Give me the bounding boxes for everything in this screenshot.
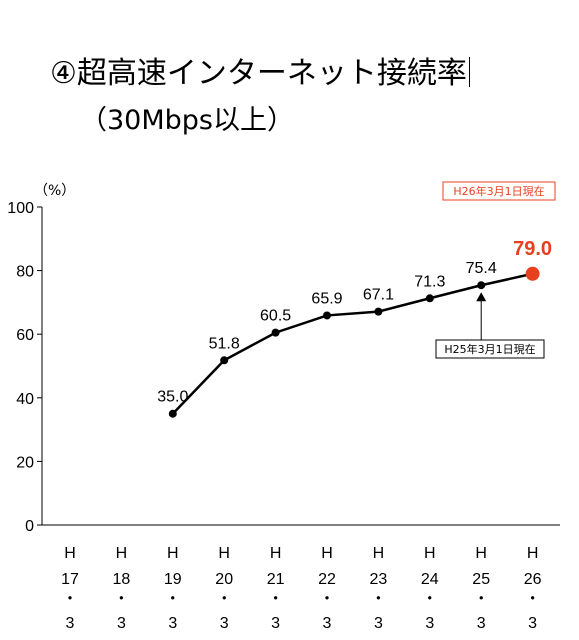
data-label: 79.0 <box>513 238 552 260</box>
x-tick-label-month: 3 <box>528 615 537 632</box>
data-label: 65.9 <box>311 290 342 307</box>
x-tick-label-era: H <box>321 545 333 562</box>
plot-area: 0 20 40 60 80 100 H 17 ・ 3 H 18 ・ 3 H 19 ・ 3 H 20 ・ 3 H 21 ・ 3 H 22… <box>7 200 560 632</box>
x-tick-label-month: 3 <box>168 615 177 632</box>
x-tick-label-month: 3 <box>477 615 486 632</box>
x-tick-label-year: 18 <box>113 571 131 588</box>
callout-text: H25年3月1日現在 <box>444 342 535 356</box>
x-tick-label-separator: ・ <box>525 591 541 608</box>
x-tick-label-separator: ・ <box>216 591 232 608</box>
data-label: 71.3 <box>414 273 445 290</box>
data-label: 60.5 <box>260 308 291 325</box>
x-tick-label-month: 3 <box>117 615 126 632</box>
x-tick-label-era: H <box>116 545 128 562</box>
x-tick-label-month: 3 <box>271 615 280 632</box>
x-tick-label-year: 22 <box>318 571 336 588</box>
callout-arrow-head <box>476 292 487 302</box>
data-point <box>477 281 486 290</box>
data-point <box>425 294 434 303</box>
x-tick-label-year: 24 <box>421 571 439 588</box>
x-tick-label-separator: ・ <box>268 591 284 608</box>
y-tick-label: 100 <box>7 200 34 217</box>
y-tick-label: 80 <box>16 264 34 281</box>
x-tick-label-separator: ・ <box>319 591 335 608</box>
data-point <box>323 311 331 320</box>
x-tick-label-era: H <box>218 545 230 562</box>
data-point-highlight <box>525 266 540 281</box>
y-tick-label: 0 <box>25 518 34 535</box>
x-tick-label-separator: ・ <box>165 591 181 608</box>
y-axis-unit-label: （%） <box>34 183 75 199</box>
chart-title: ④超高速インターネット接続率 <box>50 56 470 92</box>
date-badge-text: H26年3月1日現在 <box>453 184 544 198</box>
x-tick-label-era: H <box>527 545 539 562</box>
x-tick-label-separator: ・ <box>422 591 438 608</box>
x-tick-label-month: 3 <box>66 615 75 632</box>
x-tick-label-separator: ・ <box>113 591 129 608</box>
data-point <box>220 356 229 365</box>
data-point <box>271 328 280 337</box>
data-label: 75.4 <box>466 260 497 277</box>
x-tick-label-month: 3 <box>220 615 229 632</box>
data-point <box>168 409 177 418</box>
data-label: 51.8 <box>209 335 240 352</box>
date-badge: H26年3月1日現在 <box>442 181 556 201</box>
text-caret <box>468 57 470 87</box>
x-tick-label-separator: ・ <box>62 591 78 608</box>
x-tick-label-era: H <box>270 545 282 562</box>
x-tick-label-separator: ・ <box>473 591 489 608</box>
x-tick-label-month: 3 <box>374 615 383 632</box>
data-label: 67.1 <box>363 287 394 304</box>
x-tick-label-month: 3 <box>323 615 332 632</box>
x-tick-label-year: 17 <box>61 571 79 588</box>
x-tick-label-separator: ・ <box>370 591 386 608</box>
x-tick-label-era: H <box>373 545 385 562</box>
x-tick-label-year: 21 <box>267 571 285 588</box>
x-tick-label-year: 19 <box>164 571 182 588</box>
y-tick-label: 60 <box>16 327 34 344</box>
data-label: 35.0 <box>157 389 188 406</box>
series-line <box>171 272 533 415</box>
x-tick-label-month: 3 <box>425 615 434 632</box>
date-badge-frame <box>442 181 556 201</box>
x-tick-label-era: H <box>475 545 487 562</box>
x-tick-label-era: H <box>167 545 179 562</box>
y-tick-label: 40 <box>16 391 34 408</box>
y-tick-label: 20 <box>16 454 34 471</box>
x-tick-label-year: 26 <box>524 571 542 588</box>
x-tick-label-year: 25 <box>472 571 490 588</box>
data-point <box>374 307 383 316</box>
x-tick-label-year: 23 <box>370 571 388 588</box>
callout: H25年3月1日現在 <box>435 292 545 359</box>
x-tick-label-era: H <box>64 545 76 562</box>
chart-subtitle: （30Mbps以上） <box>80 105 294 136</box>
x-tick-label-year: 20 <box>215 571 233 588</box>
callout-frame <box>435 339 545 359</box>
x-tick-label-era: H <box>424 545 436 562</box>
